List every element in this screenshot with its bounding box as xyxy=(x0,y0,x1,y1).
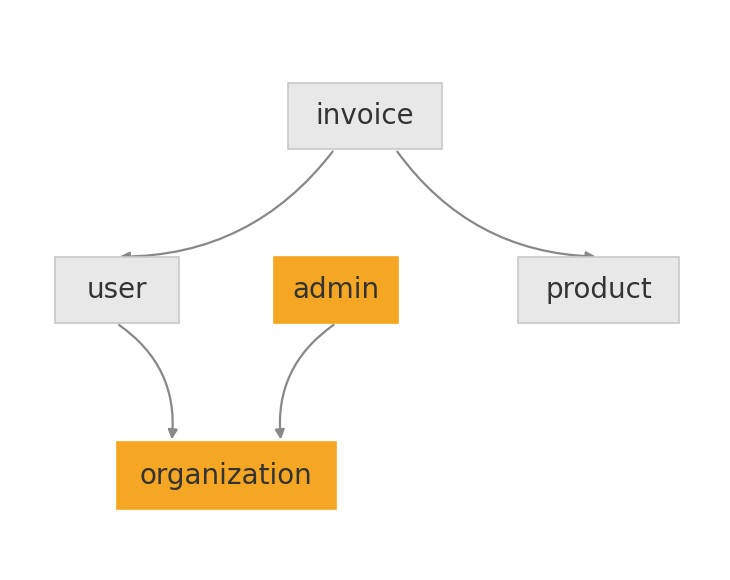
FancyBboxPatch shape xyxy=(288,82,442,149)
FancyArrowPatch shape xyxy=(122,151,333,260)
Text: user: user xyxy=(86,276,147,304)
Text: organization: organization xyxy=(140,462,312,490)
Text: admin: admin xyxy=(292,276,380,304)
FancyArrowPatch shape xyxy=(397,151,593,260)
FancyBboxPatch shape xyxy=(55,256,179,324)
FancyBboxPatch shape xyxy=(117,442,336,509)
FancyArrowPatch shape xyxy=(119,325,177,437)
FancyBboxPatch shape xyxy=(274,256,398,324)
FancyBboxPatch shape xyxy=(518,256,679,324)
Text: product: product xyxy=(545,276,652,304)
Text: invoice: invoice xyxy=(315,102,415,130)
FancyArrowPatch shape xyxy=(276,325,334,437)
